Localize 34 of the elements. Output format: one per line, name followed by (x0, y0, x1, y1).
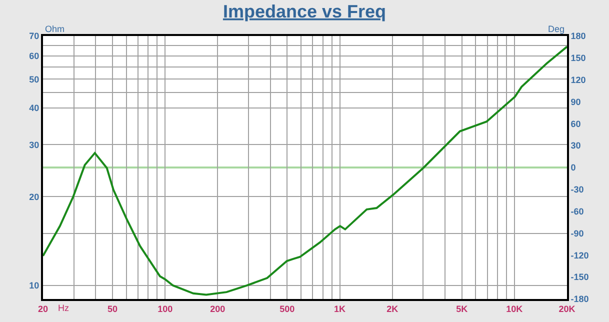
y2-tick-label: 120 (570, 74, 586, 85)
x-tick-label: 50 (108, 304, 118, 314)
y2-tick-label: 0 (570, 162, 576, 173)
x-tick-label: 200 (210, 304, 226, 314)
x-tick-label: 100 (158, 304, 173, 314)
y2-tick-label: 60 (570, 118, 581, 129)
y2-tick-label: 180 (570, 31, 586, 42)
y-tick-label: 60 (29, 50, 40, 61)
y2-tick-label: -60 (570, 206, 584, 216)
x-tick-label: 500 (280, 304, 295, 314)
x-tick-label: 20K (558, 304, 576, 314)
y2-tick-label: -150 (570, 272, 589, 282)
y-tick-label: 50 (29, 74, 40, 84)
y-tick-label: 30 (29, 140, 40, 150)
x-tick-label: 2K (386, 304, 399, 314)
y-tick-label: 10 (29, 280, 40, 291)
y2-tick-label: 90 (570, 96, 581, 107)
x-tick-label: 20 (38, 304, 48, 314)
y-tick-label: 20 (29, 192, 40, 202)
y2-tick-label: -180 (570, 294, 589, 304)
y-tick-label: 70 (29, 31, 40, 42)
y2-tick-label: 30 (570, 140, 581, 151)
y2-tick-label: -120 (570, 250, 589, 260)
y2-axis-title: Deg (548, 24, 565, 34)
x-tick-label: 5K (456, 304, 468, 314)
x-tick-label: 10K (506, 304, 524, 314)
x-axis-title: Hz (58, 303, 70, 313)
x-tick-label: 1K (334, 304, 346, 314)
y2-tick-label: -30 (570, 184, 584, 195)
y2-tick-label: 150 (570, 53, 586, 64)
y2-tick-label: -90 (570, 228, 584, 238)
chart-title: Impedance vs Freq (222, 1, 386, 22)
y-axis-title: Ohm (45, 24, 65, 34)
y-tick-label: 40 (29, 102, 40, 113)
